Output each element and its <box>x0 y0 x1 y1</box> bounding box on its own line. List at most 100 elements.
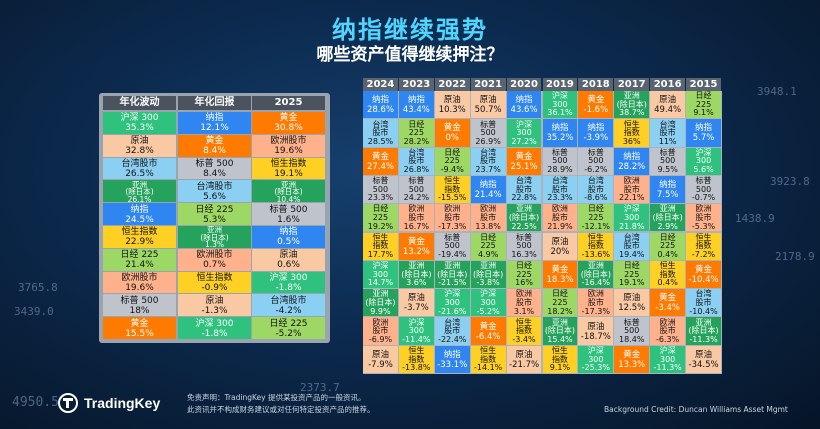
asset-name: 台湾股市 <box>196 181 233 192</box>
ranking-cell: 黄金 27.4% <box>363 147 398 175</box>
asset-name: 亚洲 <box>695 317 712 327</box>
asset-return: -1.8% <box>201 328 228 339</box>
asset-return: 0.7% <box>203 260 226 271</box>
asset-return: 8.4% <box>203 168 226 179</box>
asset-return: 1.6% <box>277 214 300 225</box>
asset-return: 50.7% <box>474 105 502 116</box>
ranking-cell: 黄金 25.1% <box>506 147 542 175</box>
asset-name: 亚洲 <box>659 204 676 214</box>
asset-name: 台湾股市 <box>270 295 307 306</box>
asset-name: 225 <box>552 297 568 307</box>
asset-return: 0.6% <box>277 260 300 271</box>
ranking-cell: 欧洲 股市 -5.3% <box>686 204 721 232</box>
ranking-cell: 标普 500 -19.4% <box>434 232 470 260</box>
summary-cell: 纳指 0.5% <box>252 226 325 248</box>
asset-name: 纳指 <box>623 151 641 162</box>
asset-name: 原油 <box>130 136 149 147</box>
ranking-cell: 纳指 35.2% <box>542 119 578 147</box>
asset-name: 黄金 <box>623 349 641 360</box>
asset-name: 指数 <box>659 269 676 279</box>
ranking-cell: 亚洲 (除日本) 9.9% <box>363 289 398 317</box>
asset-return: -12.1% <box>581 221 610 231</box>
asset-name: 恒生指数 <box>270 158 307 169</box>
summary-cell: 亚洲 (除日本) 1.3% <box>178 226 251 248</box>
summary-cell: 原油 0.6% <box>252 248 325 271</box>
asset-name: 300 <box>372 269 389 279</box>
asset-name: 纳指 <box>443 349 461 360</box>
asset-name: 亚洲 <box>551 317 568 327</box>
asset-return: 36% <box>622 136 641 146</box>
asset-name: 指数 <box>516 326 533 336</box>
asset-name: 指数 <box>480 354 497 364</box>
asset-name: 225 <box>695 99 712 109</box>
tradingkey-logo-icon <box>58 393 78 413</box>
ranking-cell: 恒生 指数 -3.4% <box>506 317 542 345</box>
ranking-cell: 黄金 13.2% <box>398 232 434 260</box>
asset-name: 台湾 <box>587 176 604 186</box>
asset-name: 股市 <box>551 184 568 194</box>
asset-name: 黄金 <box>130 318 149 329</box>
ranking-cell: 恒生 指数 9.1% <box>542 345 578 373</box>
asset-name: 台湾 <box>372 119 389 129</box>
asset-name: 黄金 <box>407 236 425 247</box>
year-header: 2016 <box>650 78 686 91</box>
ranking-cell: 标普 500 28.9% <box>542 147 578 175</box>
asset-return: -5.2% <box>275 328 302 339</box>
asset-name: 亚洲 <box>408 261 425 271</box>
asset-name: 亚洲 <box>480 261 497 271</box>
asset-return: -10.4% <box>688 274 719 285</box>
asset-return: 10.4% <box>276 194 301 203</box>
asset-name: (除日本) <box>125 187 154 197</box>
asset-name: 股市 <box>551 213 568 223</box>
bg-number: 3948.1 <box>757 85 797 98</box>
ranking-cell: 原油 -18.7% <box>578 317 614 345</box>
ranking-cell: 亚洲 (除日本) -16.4% <box>578 260 614 289</box>
asset-name: (除日本) <box>200 232 229 242</box>
asset-return: 26.8% <box>403 165 430 175</box>
asset-name: 225 <box>408 128 424 138</box>
asset-return: -21.6% <box>438 306 467 316</box>
ranking-cell: 原油 20% <box>542 232 578 260</box>
asset-name: 黄金 <box>279 113 298 124</box>
asset-return: 43.6% <box>510 105 538 116</box>
ranking-cell: 台湾 股市 19.4% <box>614 232 650 260</box>
asset-name: 欧洲 <box>623 176 640 186</box>
page-title: 纳指继续强势 <box>332 16 488 44</box>
ranking-cell: 原油 -21.7% <box>506 345 542 373</box>
asset-return: -5.3% <box>691 221 716 231</box>
asset-return: -13.6% <box>581 249 610 259</box>
ranking-cell: 亚洲 (除日本) 3.6% <box>398 260 434 289</box>
asset-name: 沪深 <box>623 204 640 214</box>
asset-return: 21.8% <box>619 221 645 231</box>
asset-return: -19.4% <box>438 249 467 259</box>
asset-return: 22.5% <box>511 221 537 231</box>
asset-name: (除日本) <box>544 326 576 336</box>
asset-return: -8.6% <box>584 193 608 203</box>
ranking-cell: 亚洲 (除日本) 2.9% <box>650 204 686 232</box>
asset-return: 23.7% <box>475 165 501 175</box>
asset-return: 36.1% <box>547 108 573 118</box>
asset-name: 台湾 <box>623 232 640 242</box>
asset-return: -18.7% <box>580 331 611 342</box>
ranking-cell: 标普 500 16.3% <box>506 232 542 260</box>
asset-return: -22.4% <box>438 334 467 344</box>
asset-name: 股市 <box>480 156 497 166</box>
asset-name: 原油 <box>279 250 298 261</box>
asset-name: 500 <box>552 156 568 166</box>
ranking-cell: 黄金 0% <box>434 119 470 147</box>
asset-name: 原油 <box>587 321 605 332</box>
ranking-cell: 欧洲 股市 22.1% <box>614 175 650 204</box>
asset-name: 300 <box>624 213 640 223</box>
asset-return: -34.5% <box>688 359 719 370</box>
asset-name: 黄金 <box>695 264 713 275</box>
asset-return: 12.1% <box>200 123 229 134</box>
summary-cell: 恒生指数 -0.9% <box>178 271 251 294</box>
background-credit: Background Credit: Duncan Williams Asset… <box>604 405 788 414</box>
summary-cell: 标普 500 8.4% <box>178 157 251 180</box>
asset-return: 26.1% <box>127 194 152 203</box>
asset-name: 台湾 <box>480 147 497 157</box>
asset-name: 纳指 <box>205 113 224 124</box>
asset-return: 7.5% <box>656 190 679 201</box>
ranking-cell: 纳指 28.2% <box>614 147 650 175</box>
ranking-cell: 原油 12.5% <box>614 289 650 317</box>
